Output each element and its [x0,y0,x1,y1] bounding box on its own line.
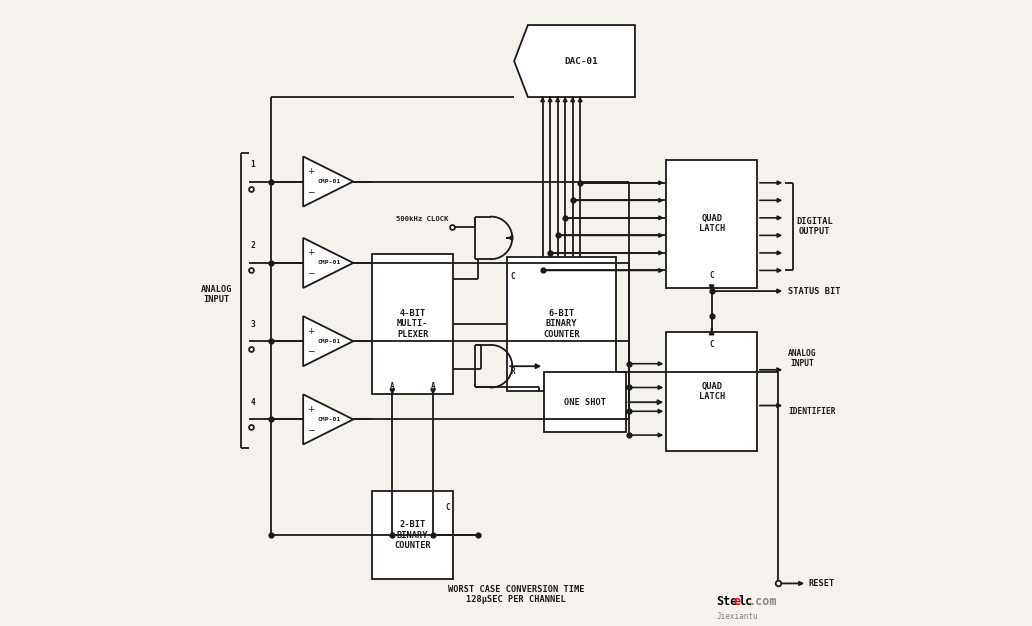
FancyBboxPatch shape [667,160,757,288]
Text: CMP-01: CMP-01 [318,179,342,184]
Text: +: + [307,249,315,257]
Text: −: − [307,347,315,356]
Text: WORST CASE CONVERSION TIME
128μSEC PER CHANNEL: WORST CASE CONVERSION TIME 128μSEC PER C… [448,585,584,604]
Text: 2: 2 [251,242,255,250]
Text: A: A [430,382,436,391]
Polygon shape [303,394,353,444]
FancyBboxPatch shape [507,257,616,391]
FancyBboxPatch shape [544,372,625,432]
Text: −: − [307,425,315,434]
Text: e: e [733,595,740,608]
Text: 2-BIT
BINARY
COUNTER: 2-BIT BINARY COUNTER [394,520,431,550]
Text: C: C [709,271,714,280]
Text: 3: 3 [251,320,255,329]
Text: 4: 4 [251,398,255,407]
Text: QUAD
LATCH: QUAD LATCH [699,382,724,401]
Polygon shape [303,316,353,366]
Text: RESET: RESET [809,579,835,588]
Text: 4-BIT
MULTI-
PLEXER: 4-BIT MULTI- PLEXER [397,309,428,339]
Polygon shape [303,238,353,288]
Text: STATUS BIT: STATUS BIT [788,287,841,295]
Text: CMP-01: CMP-01 [318,260,342,265]
FancyBboxPatch shape [372,254,453,394]
Text: ANALOG
INPUT: ANALOG INPUT [788,349,816,368]
Text: ONE SHOT: ONE SHOT [563,398,606,407]
Text: .com: .com [749,595,777,608]
Text: A: A [390,382,394,391]
Text: +: + [307,327,315,336]
Text: DIGITAL
OUTPUT: DIGITAL OUTPUT [797,217,833,236]
Text: 6-BIT
BINARY
COUNTER: 6-BIT BINARY COUNTER [543,309,580,339]
Text: QUAD
LATCH: QUAD LATCH [699,214,724,233]
Text: R: R [511,367,515,376]
FancyBboxPatch shape [667,332,757,451]
Text: Ste: Ste [716,595,738,608]
Text: CMP-01: CMP-01 [318,339,342,344]
Text: IDENTIFIER: IDENTIFIER [788,408,836,416]
Text: DAC-01: DAC-01 [563,56,598,66]
Text: −: − [307,187,315,196]
Polygon shape [514,25,635,97]
Text: C: C [511,272,515,281]
Text: Jiexiantu: Jiexiantu [716,612,757,621]
Text: +: + [307,405,315,414]
FancyBboxPatch shape [372,491,453,579]
Text: lc: lc [738,595,752,608]
Text: C: C [445,503,450,511]
Text: C: C [709,340,714,349]
Text: +: + [307,167,315,176]
Polygon shape [303,156,353,207]
Text: 1: 1 [251,160,255,169]
Text: CMP-01: CMP-01 [318,417,342,422]
Text: ANALOG
INPUT: ANALOG INPUT [201,285,232,304]
Text: −: − [307,269,315,277]
Text: 500kHz CLOCK: 500kHz CLOCK [396,216,448,222]
